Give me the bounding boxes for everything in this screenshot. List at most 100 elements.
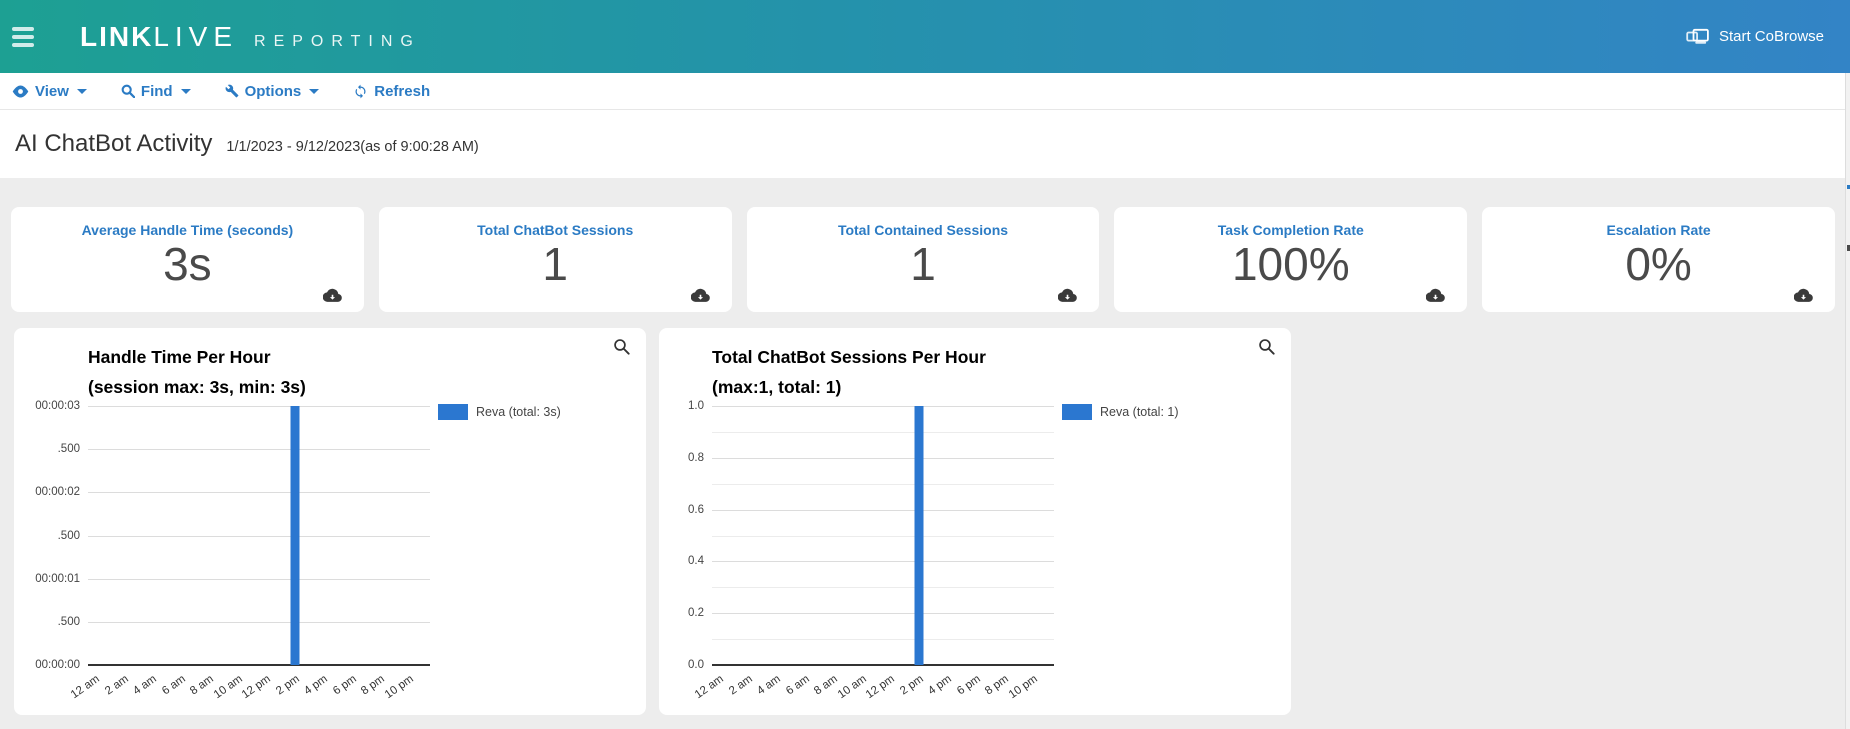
menu-button[interactable] bbox=[12, 24, 42, 50]
stat-card-total-contained-sessions: Total Contained Sessions 1 bbox=[746, 207, 1100, 312]
start-cobrowse-label: Start CoBrowse bbox=[1718, 28, 1824, 45]
toolbar-options-button[interactable]: Options bbox=[225, 83, 320, 100]
cloud-download-icon bbox=[322, 288, 342, 302]
gridline bbox=[712, 561, 1054, 563]
toolbar-find-button[interactable]: Find bbox=[121, 83, 191, 100]
right-edge-scrollbar[interactable] bbox=[1845, 73, 1850, 729]
x-tick-label: 10 pm bbox=[1006, 673, 1040, 702]
search-icon bbox=[121, 84, 135, 98]
x-tick-label: 2 am bbox=[726, 673, 755, 698]
x-tick-label: 6 pm bbox=[330, 673, 359, 698]
toolbar-view-button[interactable]: View bbox=[12, 83, 87, 100]
gridline bbox=[712, 509, 1054, 511]
toolbar-refresh-button[interactable]: Refresh bbox=[353, 83, 430, 100]
gridline bbox=[712, 483, 1054, 485]
chart-handle-time-per-hour: Handle Time Per Hour (session max: 3s, m… bbox=[14, 328, 646, 715]
hamburger-icon bbox=[12, 26, 34, 31]
x-tick-label: 4 pm bbox=[926, 673, 955, 698]
download-button[interactable] bbox=[1793, 288, 1813, 306]
stat-card-task-completion-rate: Task Completion Rate 100% bbox=[1114, 207, 1468, 312]
gridline bbox=[88, 406, 430, 407]
chart-x-axis: 12 am 2 am 4 am 6 am 8 am 10 am 12 pm 2 pm 4 pm 6… bbox=[69, 665, 430, 710]
gridline bbox=[712, 613, 1054, 615]
y-tick-label: 00:00:00 bbox=[35, 659, 80, 671]
y-tick-label: 0.2 bbox=[688, 607, 704, 620]
download-button[interactable] bbox=[1425, 288, 1446, 306]
brand-live: LIVE bbox=[153, 20, 239, 52]
brand-reporting: REPORTING bbox=[254, 32, 421, 50]
stat-card-value: 0% bbox=[1625, 238, 1692, 290]
stat-card-value: 100% bbox=[1231, 238, 1350, 290]
y-tick-label: 1.0 bbox=[688, 400, 704, 412]
magnifier-icon bbox=[614, 339, 630, 355]
toolbar-options-label: Options bbox=[244, 82, 302, 100]
gridline bbox=[88, 664, 430, 666]
stat-card-title: Average Handle Time (seconds) bbox=[81, 222, 294, 238]
start-cobrowse-button[interactable]: Start CoBrowse bbox=[1686, 28, 1824, 46]
download-button[interactable] bbox=[322, 288, 342, 306]
chart-subtitle: (session max: 3s, min: 3s) bbox=[88, 377, 306, 397]
x-tick-label: 6 am bbox=[783, 673, 812, 698]
y-tick-label: 00:00:02 bbox=[35, 486, 80, 499]
x-tick-label: 12 am bbox=[68, 673, 103, 702]
x-tick-label: 8 pm bbox=[359, 673, 388, 698]
toolbar: View Find Options Refresh bbox=[0, 73, 1850, 110]
chart-plot: 12 am 2 am 4 am 6 am 8 am 10 am 12 pm 2 pm 4 pm 6… bbox=[693, 406, 1054, 701]
x-tick-label: 8 am bbox=[188, 673, 217, 698]
x-tick-label: 8 pm bbox=[983, 673, 1012, 698]
bar-2pm[interactable] bbox=[914, 406, 924, 665]
chart-legend: Reva (total: 1) bbox=[1062, 402, 1179, 422]
gridline bbox=[88, 449, 430, 451]
chart-title: Handle Time Per Hour bbox=[88, 347, 271, 367]
x-tick-label: 4 am bbox=[131, 673, 160, 698]
download-button[interactable] bbox=[1058, 288, 1078, 306]
y-tick-label: .500 bbox=[57, 615, 80, 628]
stat-card-average-handle-time: Average Handle Time (seconds) 3s bbox=[11, 207, 364, 312]
chart-zoom-button[interactable] bbox=[1258, 338, 1275, 358]
x-tick-label: 6 pm bbox=[954, 673, 983, 698]
stat-card-value: 1 bbox=[910, 238, 936, 290]
chart-x-axis: 12 am 2 am 4 am 6 am 8 am 10 am 12 pm 2 pm 4 pm 6… bbox=[693, 665, 1054, 710]
download-button[interactable] bbox=[690, 288, 710, 306]
charts-row: Handle Time Per Hour (session max: 3s, m… bbox=[14, 328, 1850, 715]
legend-swatch bbox=[438, 404, 468, 420]
page-title-bar: AI ChatBot Activity 1/1/2023 - 9/12/2023… bbox=[0, 110, 1850, 178]
chart-zoom-button[interactable] bbox=[613, 338, 630, 358]
gridline bbox=[88, 621, 430, 623]
stat-card-title: Escalation Rate bbox=[1606, 222, 1711, 238]
legend-swatch bbox=[1062, 404, 1092, 420]
chevron-down-icon bbox=[76, 88, 87, 94]
chart-y-axis: 00:00:03 .500 00:00:02 .500 00:00:01 .500 00:0… bbox=[14, 400, 88, 671]
refresh-icon bbox=[355, 84, 366, 98]
magnifier-icon bbox=[1259, 339, 1275, 355]
screens-icon bbox=[1686, 28, 1709, 44]
y-tick-label: 00:00:01 bbox=[35, 572, 80, 585]
cloud-download-icon bbox=[1425, 288, 1446, 302]
x-tick-label: 8 am bbox=[812, 673, 841, 698]
y-tick-label: .500 bbox=[57, 529, 80, 542]
legend-label: Reva (total: 3s) bbox=[476, 405, 561, 419]
brand-link: LINK bbox=[80, 20, 154, 52]
chart-subtitle: (max:1, total: 1) bbox=[712, 377, 842, 397]
gridline bbox=[88, 535, 430, 537]
bar-2pm[interactable] bbox=[290, 406, 300, 665]
stat-card-escalation-rate: Escalation Rate 0% bbox=[1482, 207, 1835, 312]
chart-y-axis: 1.0 0.8 0.6 0.4 0.2 0.0 bbox=[659, 400, 712, 671]
cloud-download-icon bbox=[1058, 288, 1078, 302]
gridline bbox=[712, 457, 1054, 459]
chart-plot: 12 am 2 am 4 am 6 am 8 am 10 am 12 pm 2 pm 4 pm 6… bbox=[69, 406, 430, 701]
eye-icon bbox=[12, 84, 29, 98]
stat-card-value: 1 bbox=[542, 238, 568, 290]
chart-legend: Reva (total: 3s) bbox=[438, 402, 561, 422]
gridline bbox=[712, 431, 1054, 433]
toolbar-refresh-label: Refresh bbox=[374, 82, 431, 100]
y-tick-label: 0.4 bbox=[688, 555, 704, 568]
x-tick-label: 10 pm bbox=[382, 673, 416, 702]
gridline bbox=[712, 664, 1054, 666]
y-tick-label: 0.6 bbox=[688, 503, 704, 516]
chevron-down-icon bbox=[180, 88, 191, 94]
report-body: Average Handle Time (seconds) 3s Total C… bbox=[0, 178, 1850, 729]
x-tick-label: 12 am bbox=[692, 673, 727, 702]
stat-card-row: Average Handle Time (seconds) 3s Total C… bbox=[11, 207, 1835, 312]
x-tick-label: 4 am bbox=[755, 673, 784, 698]
